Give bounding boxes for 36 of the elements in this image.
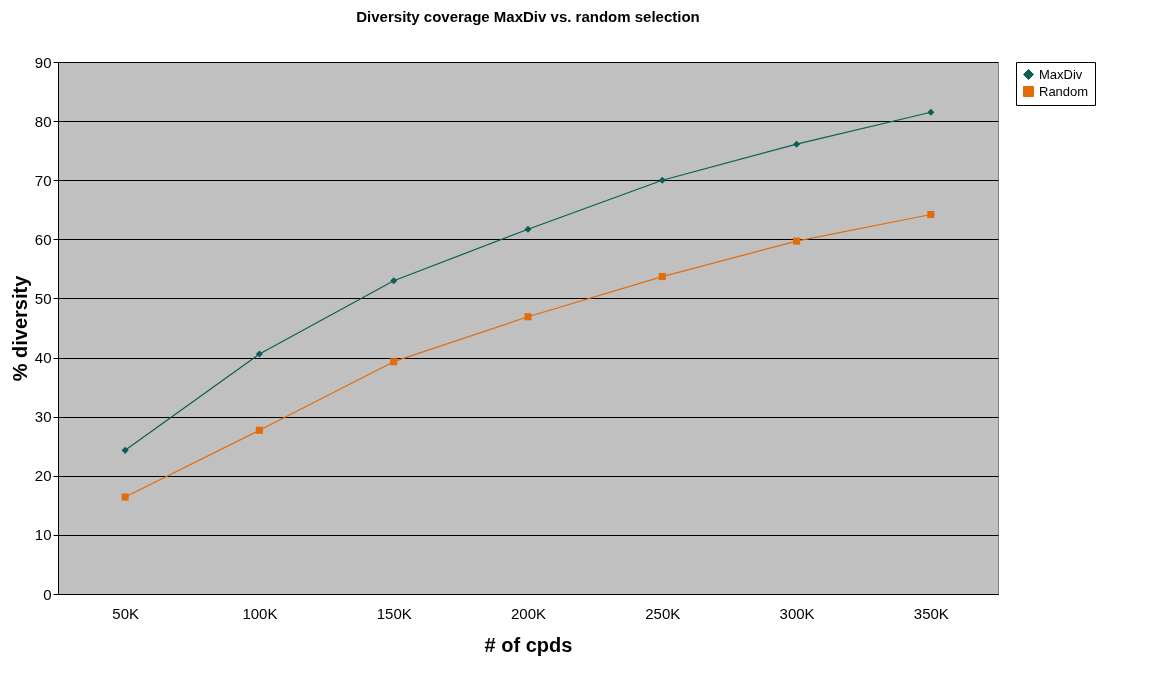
x-axis-title: # of cpds bbox=[484, 633, 573, 656]
y-tick-label: 80 bbox=[34, 112, 52, 130]
point bbox=[927, 108, 935, 116]
y-tick-label: 40 bbox=[34, 349, 52, 367]
point bbox=[524, 225, 532, 233]
point bbox=[255, 350, 263, 358]
point bbox=[390, 277, 398, 285]
legend-label: MaxDiv bbox=[1039, 66, 1083, 82]
y-tick-label: 70 bbox=[34, 171, 52, 189]
x-tick-label: 200K bbox=[510, 604, 547, 622]
point bbox=[658, 176, 666, 184]
x-tick-label: 300K bbox=[779, 604, 815, 622]
x-tick-label: 50K bbox=[112, 604, 139, 622]
y-axis-title: % diversity bbox=[8, 274, 31, 382]
y-tick-label: 50 bbox=[34, 289, 52, 307]
y-tick-label: 90 bbox=[34, 53, 52, 71]
point bbox=[121, 446, 129, 454]
point bbox=[927, 210, 935, 219]
x-tick-label: 350K bbox=[913, 604, 949, 622]
x-tick-label: 250K bbox=[645, 604, 681, 622]
y-tick-label: 20 bbox=[34, 467, 52, 485]
point bbox=[793, 237, 801, 245]
chart-title: Diversity coverage MaxDiv vs. random selection bbox=[356, 8, 700, 25]
y-tick-label: 10 bbox=[34, 526, 52, 544]
x-tick-label: 100K bbox=[242, 604, 278, 622]
point bbox=[524, 313, 532, 321]
x-tick-label: 150K bbox=[376, 604, 412, 622]
point bbox=[793, 140, 801, 148]
y-tick-label: 0 bbox=[43, 585, 52, 603]
point bbox=[255, 426, 263, 434]
point bbox=[390, 358, 398, 366]
y-tick-label: 60 bbox=[34, 230, 52, 248]
legend-label: Random bbox=[1039, 83, 1089, 99]
point bbox=[658, 273, 666, 281]
y-tick-label: 30 bbox=[34, 408, 52, 426]
point bbox=[121, 493, 129, 501]
